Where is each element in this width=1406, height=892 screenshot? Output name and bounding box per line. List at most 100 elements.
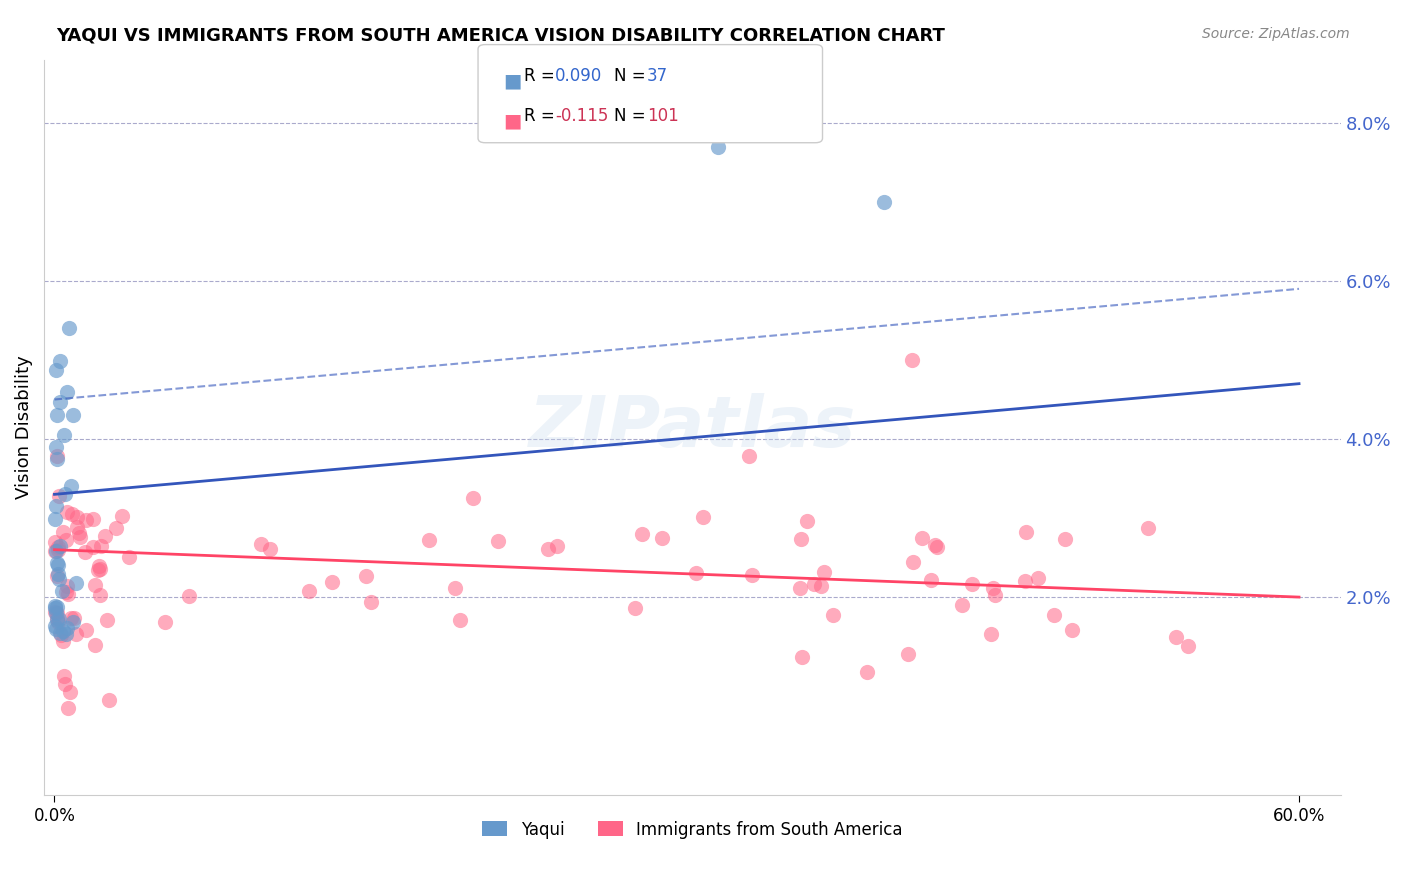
Legend: Yaqui, Immigrants from South America: Yaqui, Immigrants from South America	[475, 814, 910, 846]
Point	[789, 581, 811, 595]
Text: -0.115: -0.115	[555, 107, 609, 125]
Point	[1060, 624, 1083, 638]
Point	[1054, 532, 1077, 546]
Point	[75, 624, 97, 638]
Point	[52, 524, 75, 539]
Point	[685, 566, 707, 580]
Point	[56, 384, 79, 399]
Point	[44, 544, 66, 558]
Point	[82, 541, 104, 555]
Point	[51, 583, 73, 598]
Point	[58, 321, 80, 335]
Point	[59, 611, 82, 625]
Point	[87, 563, 110, 577]
Point	[46, 615, 69, 629]
Point	[1043, 607, 1066, 622]
Point	[62, 615, 84, 629]
Point	[67, 525, 90, 540]
Point	[1026, 571, 1049, 585]
Point	[651, 531, 673, 545]
Text: N =: N =	[614, 67, 651, 85]
Point	[84, 638, 107, 652]
Point	[45, 543, 67, 558]
Point	[537, 542, 560, 557]
Point	[45, 614, 67, 628]
Text: 101: 101	[647, 107, 679, 125]
Point	[46, 543, 69, 558]
Point	[44, 599, 66, 613]
Point	[46, 451, 69, 466]
Point	[59, 685, 82, 699]
Point	[45, 440, 67, 454]
Point	[45, 611, 67, 625]
Point	[911, 531, 934, 545]
Text: 0.090: 0.090	[555, 67, 603, 85]
Point	[44, 605, 66, 619]
Point	[48, 612, 70, 626]
Point	[65, 509, 87, 524]
Point	[63, 611, 86, 625]
Point	[75, 513, 97, 527]
Point	[49, 353, 72, 368]
Point	[44, 534, 66, 549]
Point	[1164, 630, 1187, 644]
Point	[1014, 574, 1036, 589]
Point	[901, 555, 924, 569]
Point	[449, 613, 471, 627]
Point	[55, 585, 77, 599]
Point	[48, 540, 70, 554]
Point	[58, 700, 80, 714]
Text: ■: ■	[503, 112, 522, 130]
Point	[46, 556, 69, 570]
Point	[418, 533, 440, 547]
Point	[96, 614, 118, 628]
Point	[111, 508, 134, 523]
Point	[94, 529, 117, 543]
Point	[55, 579, 77, 593]
Point	[98, 693, 121, 707]
Point	[821, 608, 844, 623]
Point	[49, 539, 72, 553]
Point	[89, 589, 111, 603]
Point	[981, 581, 1004, 595]
Point	[49, 626, 72, 640]
Text: R =: R =	[524, 107, 561, 125]
Point	[44, 511, 66, 525]
Point	[45, 569, 67, 583]
Point	[87, 559, 110, 574]
Point	[803, 577, 825, 591]
Point	[46, 567, 69, 582]
Point	[1177, 639, 1199, 653]
Point	[1015, 524, 1038, 539]
Text: YAQUI VS IMMIGRANTS FROM SOUTH AMERICA VISION DISABILITY CORRELATION CHART: YAQUI VS IMMIGRANTS FROM SOUTH AMERICA V…	[56, 27, 945, 45]
Point	[53, 428, 76, 442]
Point	[89, 562, 111, 576]
Point	[66, 520, 89, 534]
Text: Source: ZipAtlas.com: Source: ZipAtlas.com	[1202, 27, 1350, 41]
Point	[741, 567, 763, 582]
Point	[1136, 521, 1159, 535]
Point	[46, 606, 69, 620]
Point	[62, 409, 84, 423]
Point	[45, 606, 67, 620]
Point	[298, 584, 321, 599]
Point	[813, 565, 835, 579]
Point	[51, 627, 73, 641]
Point	[856, 665, 879, 679]
Point	[796, 514, 818, 528]
Text: ■: ■	[503, 71, 522, 90]
Point	[179, 589, 201, 603]
Point	[901, 353, 924, 368]
Point	[105, 521, 128, 535]
Text: 37: 37	[647, 67, 668, 85]
Point	[48, 489, 70, 503]
Point	[960, 577, 983, 591]
Point	[46, 558, 69, 572]
Point	[69, 530, 91, 544]
Point	[792, 650, 814, 665]
Point	[48, 572, 70, 586]
Point	[60, 479, 83, 493]
Point	[250, 537, 273, 551]
Point	[89, 539, 111, 553]
Text: ZIPatlas: ZIPatlas	[529, 392, 856, 462]
